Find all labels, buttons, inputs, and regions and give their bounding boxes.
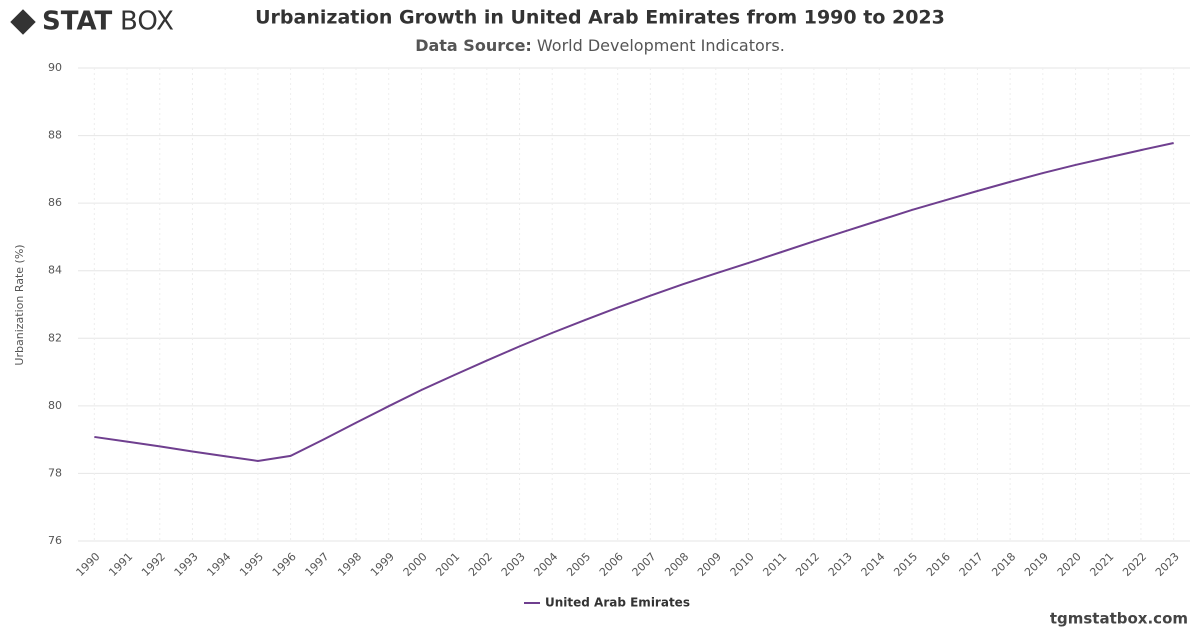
x-tick-label: 1996	[270, 550, 299, 579]
x-tick-label: 2007	[630, 550, 659, 579]
subtitle: Data Source: World Development Indicator…	[415, 36, 785, 55]
x-tick-label: 2004	[531, 550, 560, 579]
x-tick-label: 2015	[891, 550, 920, 579]
watermark: tgmstatbox.com	[1050, 610, 1188, 628]
y-tick-label: 88	[48, 129, 62, 142]
x-tick-label: 1990	[74, 550, 103, 579]
x-tick-label: 2009	[695, 550, 724, 579]
y-tick-label: 84	[48, 264, 62, 277]
y-tick-label: 90	[48, 61, 62, 74]
x-tick-label: 2020	[1055, 550, 1084, 579]
line	[94, 142, 1174, 462]
x-tick-label: 1999	[368, 550, 397, 579]
x-tick-label: 2021	[1087, 550, 1116, 579]
x-tick-label: 2001	[433, 550, 462, 579]
x-tick-label: 2014	[859, 550, 888, 579]
x-tick-label: 1997	[303, 550, 332, 579]
logo-light: BOX	[120, 7, 174, 37]
x-tick-label: 2023	[1153, 550, 1182, 579]
x-tick-label: 2006	[597, 550, 626, 579]
chart-title: Urbanization Growth in United Arab Emira…	[255, 7, 945, 29]
x-tick-label: 2013	[826, 550, 855, 579]
x-tick-label: 1992	[139, 550, 168, 579]
legend-label: United Arab Emirates	[545, 596, 690, 610]
y-tick-label: 86	[48, 196, 62, 209]
x-tick-label: 2005	[564, 550, 593, 579]
y-tick-label: 78	[48, 466, 62, 479]
y-tick-label: 82	[48, 331, 62, 344]
x-tick-label: 2011	[760, 550, 789, 579]
y-tick-label: 80	[48, 399, 62, 412]
x-tick-label: 1998	[335, 550, 364, 579]
x-tick-label: 2018	[989, 550, 1018, 579]
y-axis-label: Urbanization Rate (%)	[13, 244, 26, 365]
logo-strong: STAT	[42, 7, 113, 37]
x-tick-label: 2016	[924, 550, 953, 579]
subtitle-label: Data Source:	[415, 36, 532, 55]
x-tick-label: 2017	[957, 550, 986, 579]
x-tick-label: 2019	[1022, 550, 1051, 579]
x-tick-label: 1995	[237, 550, 266, 579]
y-tick-label: 76	[48, 534, 62, 547]
x-tick-label: 2003	[499, 550, 528, 579]
logo-icon	[10, 9, 36, 35]
x-tick-label: 1994	[204, 550, 233, 579]
x-tick-label: 1993	[172, 550, 201, 579]
x-tick-label: 1991	[106, 550, 135, 579]
x-tick-label: 2002	[466, 550, 495, 579]
logo: STAT BOX	[10, 7, 174, 37]
subtitle-source: World Development Indicators.	[537, 36, 785, 55]
x-tick-label: 2012	[793, 550, 822, 579]
x-tick-label: 2010	[728, 550, 757, 579]
x-tick-label: 2008	[662, 550, 691, 579]
x-tick-label: 2000	[401, 550, 430, 579]
x-tick-label: 2022	[1120, 550, 1149, 579]
